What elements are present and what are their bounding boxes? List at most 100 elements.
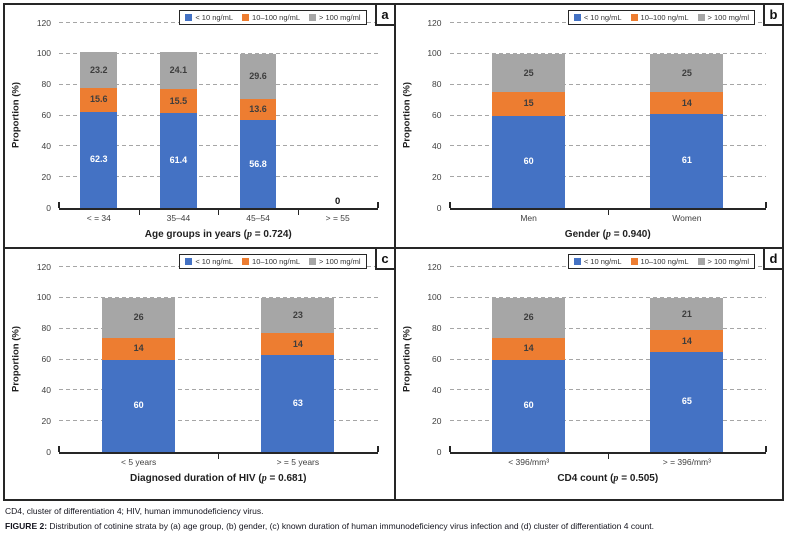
gridline xyxy=(59,296,378,298)
legend-swatch xyxy=(242,258,250,265)
bar-value-label: 65 xyxy=(681,396,692,407)
gridline xyxy=(449,358,766,360)
panel-letter: a xyxy=(374,5,394,26)
gridline xyxy=(449,145,766,147)
y-tick-label: 120 xyxy=(36,17,51,28)
bar-zero-label: 0 xyxy=(335,196,341,207)
bar-value-label: 23 xyxy=(292,310,303,321)
bar-value-label: 60 xyxy=(133,400,144,411)
legend-swatch xyxy=(697,14,705,21)
bar-segment: 56.8 xyxy=(239,120,277,208)
bar-segment: 14 xyxy=(492,337,565,360)
figure-2-grid: a < 10 ng/mL 10–100 ng/mL > 100 mg/ml Propor… xyxy=(3,3,784,501)
bar-slot: 60 14 26 xyxy=(450,267,608,452)
x-axis-endcap xyxy=(58,446,60,452)
gridline xyxy=(449,296,766,298)
caption-figure-description: FIGURE 2: Distribution of cotinine strat… xyxy=(5,519,795,534)
panel-letter: b xyxy=(763,5,782,26)
y-tick-label: 80 xyxy=(432,79,442,90)
bar-value-label: 13.6 xyxy=(249,104,267,115)
legend-label: > 100 mg/ml xyxy=(707,13,749,22)
legend-item: > 100 mg/ml xyxy=(309,13,361,22)
x-category-label: > = 55 xyxy=(325,213,350,223)
x-axis-tick xyxy=(138,210,140,215)
legend-label: > 100 mg/ml xyxy=(707,257,749,266)
legend-label: 10–100 ng/mL xyxy=(640,257,689,266)
x-axis-labels: Men Women xyxy=(450,213,767,223)
x-axis-tick xyxy=(218,454,220,459)
gridline xyxy=(449,420,766,422)
x-axis-tick xyxy=(297,210,299,215)
y-tick-label: 60 xyxy=(432,110,442,120)
legend-label: 10–100 ng/mL xyxy=(252,13,301,22)
gridline xyxy=(449,52,766,54)
legend-swatch xyxy=(697,258,705,265)
bar-segment: 23 xyxy=(261,297,335,334)
legend-item: < 10 ng/mL xyxy=(185,13,233,22)
gridline xyxy=(449,327,766,329)
bar-segment: 60 xyxy=(492,115,565,208)
x-axis-title: Diagnosed duration of HIV (p = 0.681) xyxy=(59,473,378,484)
stacked-bar: 60 15 25 xyxy=(492,23,565,208)
x-category-label: > = 396/mm³ xyxy=(662,457,711,467)
x-title-suffix: = 0.505) xyxy=(618,473,659,484)
legend-swatch xyxy=(309,258,317,265)
bar-value-label: 15 xyxy=(523,98,534,109)
x-title-prefix: CD4 count ( xyxy=(557,473,614,484)
legend-label: 10–100 ng/mL xyxy=(252,257,301,266)
stacked-bar: 56.8 13.6 29.6 xyxy=(239,23,277,208)
bar-slot: 60 14 26 xyxy=(59,267,218,452)
bar-value-label: 25 xyxy=(681,67,692,78)
y-tick-label: 0 xyxy=(436,202,442,213)
legend-item: < 10 ng/mL xyxy=(185,257,233,266)
y-tick-label: 40 xyxy=(41,384,51,395)
panel-b: b < 10 ng/mL 10–100 ng/mL > 100 mg/ml Propor… xyxy=(393,5,782,247)
x-axis-labels: < 5 years > = 5 years xyxy=(59,457,378,467)
x-axis-endcap xyxy=(58,202,60,208)
y-tick-label: 20 xyxy=(41,415,51,426)
y-tick-label: 20 xyxy=(432,171,442,182)
bar-segment: 15.6 xyxy=(80,87,118,112)
stacked-bar: 60 14 26 xyxy=(492,267,565,452)
legend-label: > 100 mg/ml xyxy=(319,13,361,22)
y-tick-label: 20 xyxy=(41,171,51,182)
bar-value-label: 14 xyxy=(292,338,303,349)
x-title-suffix: = 0.940) xyxy=(610,229,651,240)
gridline xyxy=(59,145,378,147)
legend-swatch xyxy=(630,258,638,265)
legend-label: > 100 mg/ml xyxy=(319,257,361,266)
y-tick-label: 80 xyxy=(432,323,442,334)
bar-segment: 62.3 xyxy=(80,111,118,208)
gridline xyxy=(449,114,766,116)
y-tick-label: 0 xyxy=(46,446,51,457)
caption-abbreviations: CD4, cluster of differentiation 4; HIV, … xyxy=(5,506,264,516)
y-tick-label: 120 xyxy=(427,17,442,28)
p-value-symbol: p xyxy=(605,229,611,240)
y-tick-label: 40 xyxy=(432,140,442,151)
bar-value-label: 15.5 xyxy=(169,95,188,106)
y-tick-label: 80 xyxy=(41,323,51,334)
bar-slot: 0 xyxy=(298,23,378,208)
legend-swatch xyxy=(185,258,193,265)
bar-value-label: 29.6 xyxy=(249,71,267,82)
bar-segment: 63 xyxy=(261,354,335,452)
gridline xyxy=(59,52,378,54)
stacked-bar: 61.4 15.5 24.1 xyxy=(160,23,197,208)
legend: < 10 ng/mL 10–100 ng/mL > 100 mg/ml xyxy=(179,254,367,269)
bar-segment: 21 xyxy=(650,297,724,331)
bar-segment: 14 xyxy=(650,92,724,114)
bar-value-label: 14 xyxy=(133,343,144,354)
bar-segment: 15.5 xyxy=(160,89,197,114)
legend: < 10 ng/mL 10–100 ng/mL > 100 mg/ml xyxy=(567,10,755,25)
x-title-suffix: = 0.681) xyxy=(266,473,307,484)
x-title-suffix: = 0.724) xyxy=(251,229,292,240)
bar-value-label: 23.2 xyxy=(90,64,108,75)
y-tick-label: 20 xyxy=(432,415,442,426)
panel-c: c < 10 ng/mL 10–100 ng/mL > 100 mg/ml Propor… xyxy=(5,247,394,499)
plot-area: 60 14 26 63 14 23 xyxy=(58,266,379,459)
y-tick-label: 120 xyxy=(427,261,442,272)
bar-slot: 60 15 25 xyxy=(450,23,608,208)
bar-segment: 26 xyxy=(492,297,565,338)
legend-label: < 10 ng/mL xyxy=(195,13,234,22)
